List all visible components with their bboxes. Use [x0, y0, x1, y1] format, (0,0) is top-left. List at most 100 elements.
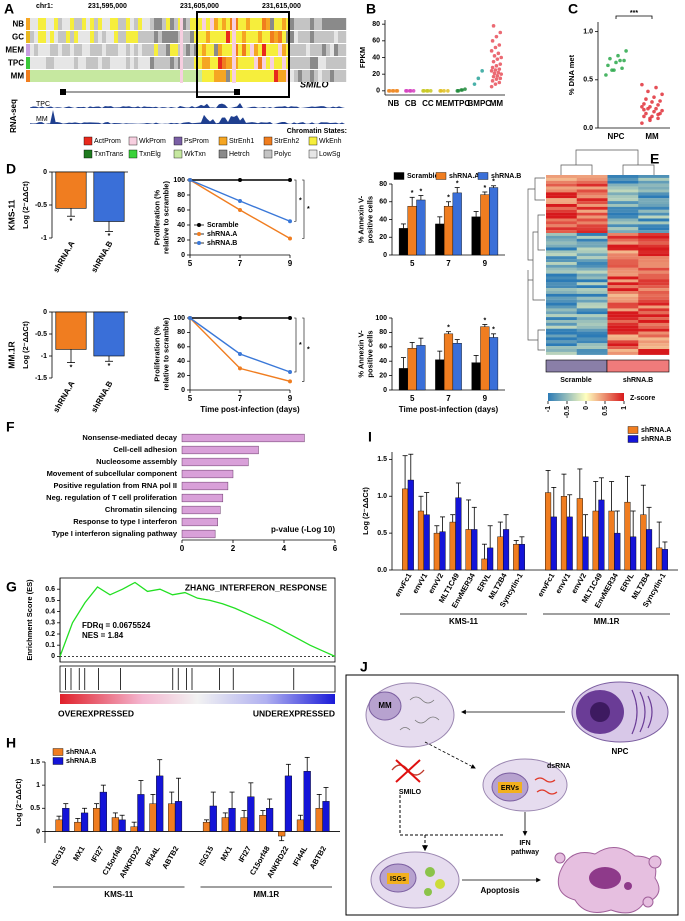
state-cell: [306, 44, 311, 56]
y-tick-label: 0: [383, 252, 387, 259]
significance-label: *: [108, 363, 111, 370]
x-tick-label: MEM: [436, 99, 455, 108]
x-tick-label: 9: [483, 394, 488, 403]
heat-cell: [576, 328, 608, 332]
bar: [452, 192, 462, 256]
state-cell: [214, 18, 219, 30]
heat-cell: [607, 273, 639, 277]
heat-cell: [576, 238, 608, 242]
state-cell: [94, 31, 99, 43]
heat-cell: [546, 282, 577, 286]
state-cell: [186, 31, 191, 43]
legend-label: StrEnh2: [274, 138, 299, 145]
bleb: [642, 896, 654, 908]
heat-cell: [546, 276, 577, 280]
bar: [181, 433, 305, 443]
bar: [118, 819, 126, 832]
state-cell: [250, 18, 255, 30]
bar: [315, 808, 323, 832]
heat-cell: [546, 201, 577, 205]
state-cell: [158, 31, 163, 43]
bar: [471, 216, 481, 256]
legend-label: StrEnh1: [229, 138, 254, 145]
heat-cell: [546, 291, 577, 294]
state-cell: [154, 57, 159, 69]
heat-cell: [607, 270, 639, 274]
bar: [545, 492, 552, 571]
heat-cell: [576, 247, 608, 251]
heat-cell: [546, 311, 577, 315]
legend-label: WkEnh: [319, 138, 342, 145]
state-cell: [122, 31, 127, 43]
state-cell: [314, 31, 319, 43]
bar: [550, 516, 557, 571]
heat-cell: [546, 186, 577, 190]
bar: [435, 359, 445, 391]
bar: [645, 529, 653, 571]
heat-cell: [576, 343, 608, 347]
y-tick-label: 80: [379, 329, 387, 336]
state-cell: [38, 70, 43, 82]
state-cell: [98, 44, 103, 56]
state-cell: [86, 70, 91, 82]
colorbar-tick-label: -1: [545, 406, 552, 412]
data-point: [496, 51, 501, 56]
state-cell: [314, 57, 319, 69]
bar: [202, 821, 211, 832]
bar: [181, 481, 229, 491]
heat-cell: [546, 317, 577, 321]
y-axis-label: positive cells: [365, 196, 374, 243]
bar: [209, 805, 217, 832]
legend-swatch: [173, 149, 183, 159]
data-point: [288, 236, 292, 241]
state-cell: [258, 31, 263, 43]
heat-cell: [638, 189, 670, 193]
x-tick-label: ISG15: [197, 844, 215, 867]
bar: [398, 228, 409, 256]
y-tick-label: 20: [379, 234, 387, 241]
heat-cell: [576, 293, 608, 297]
y-tick-label: 0: [36, 828, 40, 835]
colorbar-title: Z-score: [630, 395, 655, 402]
x-tick-label: 6: [333, 544, 338, 553]
heat-cell: [546, 221, 577, 225]
state-cell: [330, 31, 335, 43]
state-cell: [318, 44, 323, 56]
bar: [407, 205, 417, 256]
significance-label: *: [492, 179, 495, 186]
significance-label: *: [307, 347, 310, 354]
heat-cell: [607, 325, 639, 329]
heat-cell: [607, 192, 639, 196]
heat-cell: [607, 299, 639, 303]
heat-cell: [607, 267, 639, 271]
heat-cell: [607, 262, 639, 265]
y-axis-label: % Annexin V-: [356, 330, 365, 378]
state-cell: [86, 57, 91, 69]
x-tick-label: ABTB2: [160, 844, 180, 870]
y-tick-label: 0.6: [45, 586, 55, 593]
bar: [137, 794, 145, 832]
state-cell: [210, 44, 215, 56]
protein: [424, 888, 432, 896]
heat-cell: [546, 218, 577, 222]
heat-cell: [638, 299, 670, 303]
data-point: [608, 56, 612, 61]
bar: [181, 457, 249, 467]
state-cell: [50, 18, 55, 30]
bar: [439, 531, 446, 571]
heat-cell: [546, 273, 577, 277]
y-tick-label: 20: [177, 237, 185, 244]
heat-cell: [546, 238, 577, 242]
chrom-label: chr1:: [36, 3, 53, 10]
panel-label: F: [6, 419, 15, 435]
heat-cell: [638, 227, 670, 231]
nucleus: [368, 691, 402, 721]
state-cell: [282, 57, 287, 69]
heat-cell: [607, 221, 639, 225]
state-cell: [270, 70, 275, 82]
state-cell: [122, 70, 127, 82]
state-cell: [114, 57, 119, 69]
state-cell: [66, 44, 71, 56]
significance-bracket: [302, 179, 305, 239]
legend-swatch: [308, 136, 318, 146]
